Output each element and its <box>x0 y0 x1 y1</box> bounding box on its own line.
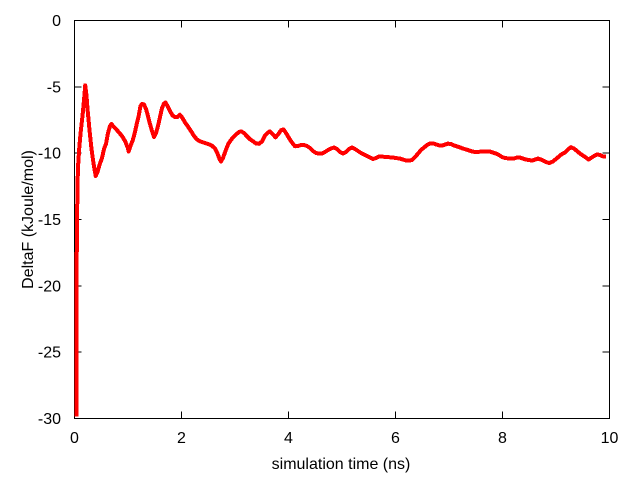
svg-text:8: 8 <box>498 430 507 447</box>
svg-text:10: 10 <box>601 430 619 447</box>
svg-text:simulation time (ns): simulation time (ns) <box>272 456 411 473</box>
svg-text:-25: -25 <box>38 345 61 362</box>
svg-text:-30: -30 <box>38 411 61 428</box>
svg-text:-10: -10 <box>38 146 61 163</box>
svg-text:4: 4 <box>284 430 293 447</box>
svg-text:-20: -20 <box>38 278 61 295</box>
svg-text:6: 6 <box>391 430 400 447</box>
svg-text:0: 0 <box>70 430 79 447</box>
svg-text:DeltaF (kJoule/mol): DeltaF (kJoule/mol) <box>20 150 37 289</box>
svg-text:0: 0 <box>52 13 61 30</box>
svg-text:-5: -5 <box>47 79 61 96</box>
svg-text:2: 2 <box>177 430 186 447</box>
svg-text:-15: -15 <box>38 212 61 229</box>
